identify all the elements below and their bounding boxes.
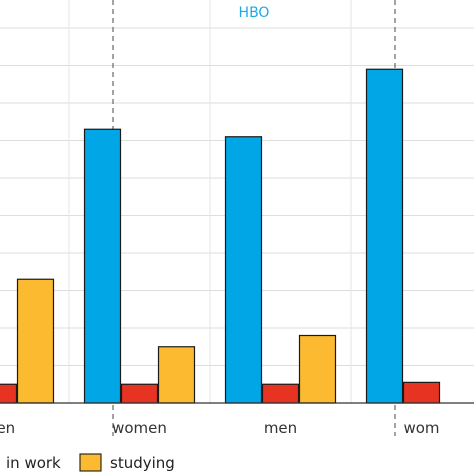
bars (0, 68, 441, 404)
group-label: HBO (239, 5, 270, 21)
legend-label: studying (110, 454, 175, 472)
x-tick-labels: men women men wom (0, 419, 440, 437)
legend: in work studying (6, 453, 175, 472)
bar (0, 383, 18, 404)
group-labels: HBO (239, 5, 270, 21)
x-tick-label: women (112, 419, 167, 437)
x-tick-label: men (0, 419, 15, 437)
bar (261, 383, 300, 404)
x-tick-label: men (264, 419, 297, 437)
bar (402, 381, 441, 404)
legend-swatch (79, 453, 102, 472)
bar (224, 136, 263, 404)
x-tick-label: wom (403, 419, 439, 437)
bar (120, 383, 159, 404)
bar (298, 334, 337, 404)
bar (83, 128, 122, 404)
legend-label: in work (6, 454, 61, 472)
bar (157, 346, 196, 404)
bar (365, 68, 404, 404)
bar (16, 278, 55, 404)
